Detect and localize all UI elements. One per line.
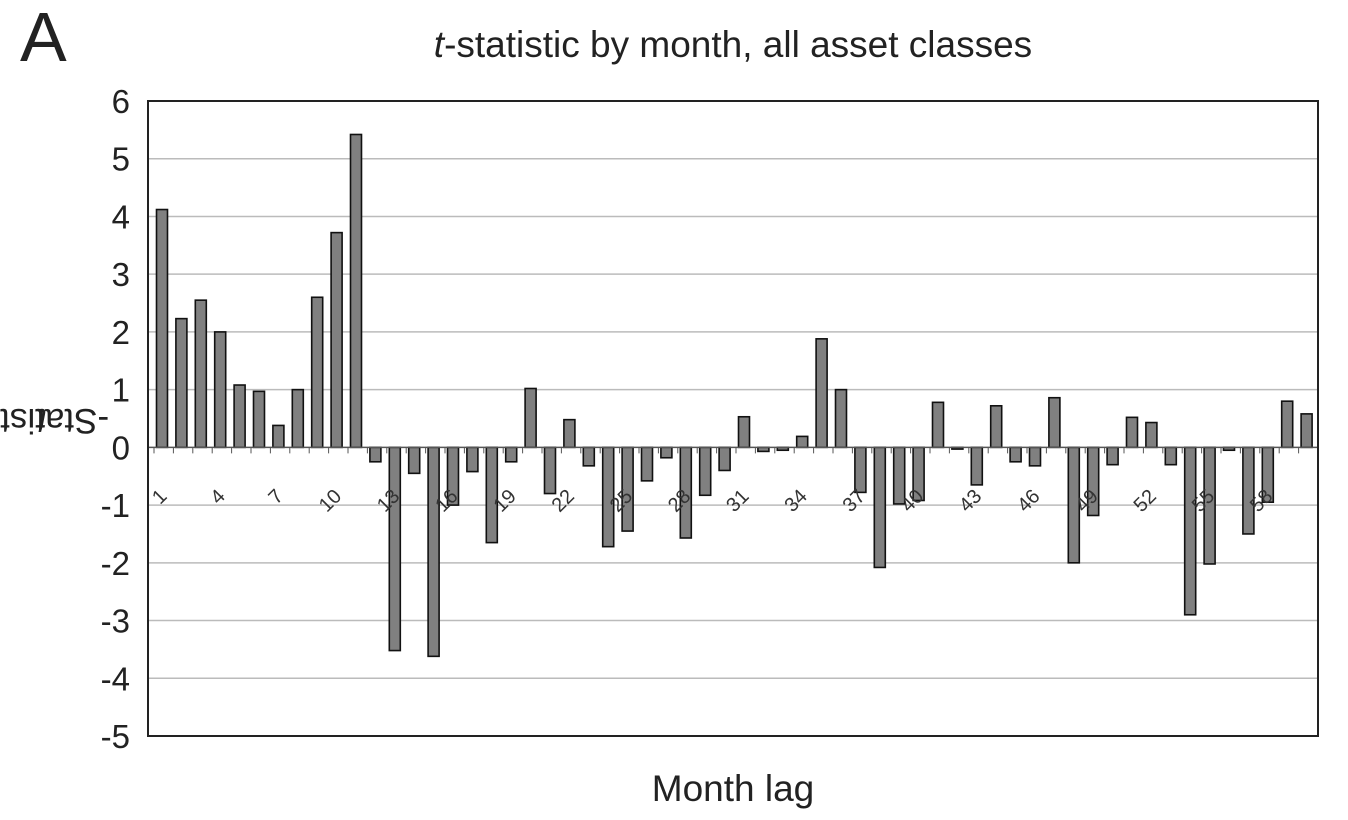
bar-month-12 [369,446,382,463]
bar-month-34 [795,435,809,449]
bar-month-11 [349,133,363,449]
bar-month-14 [407,446,421,475]
bar-month-27 [660,446,673,459]
bar-month-53 [1164,446,1178,466]
bar-month-1 [155,208,169,449]
y-tick-label: 3 [112,256,130,293]
plot-frame [147,100,1319,737]
bar-month-60 [1300,413,1313,449]
chart-title: t-statistic by month, all asset classes [148,24,1318,66]
bar-month-26 [640,446,654,482]
bar-month-38 [873,446,887,569]
bar-month-17 [466,446,479,473]
bar-month-20 [524,387,537,449]
bar-month-54 [1183,446,1197,616]
bar-month-57 [1242,446,1255,535]
bar-month-46 [1028,446,1042,467]
x-tick-labels: 1 4 7 10 13 16 19 22 25 28 31 34 37 40 43 46 49 52 55 58 [148,485,1277,516]
bar-month-43 [970,446,984,486]
bar-month-13 [388,446,402,652]
bar-month-23 [582,446,596,467]
bar-month-15 [427,446,440,658]
bar-month-47 [1048,396,1061,449]
y-tick-label: 5 [112,141,130,178]
bar-month-37 [854,446,867,494]
zero-axis [148,446,1319,454]
bar-month-9 [310,296,324,449]
bar-month-7 [272,424,285,449]
bar-month-52 [1145,421,1158,449]
x-tick-label: 43 [955,485,986,516]
y-tick-label: -5 [101,718,130,755]
y-tick-labels: 6 5 4 3 2 1 0 -1 -2 -3 -4 -5 [101,83,130,755]
bar-month-45 [1009,446,1022,463]
bar-month-30 [718,446,731,472]
bar-month-35 [815,338,828,449]
y-tick-label: 4 [112,198,130,235]
bar-month-4 [213,331,227,449]
y-tick-label: -3 [101,603,130,640]
chart-title-rest: -statistic by month, all asset classes [444,24,1033,65]
x-tick-label: 52 [1130,485,1161,516]
bar-month-21 [543,446,557,495]
x-tick-label: 34 [780,485,811,516]
bar-month-6 [252,390,266,449]
y-tick-label: 2 [112,314,130,351]
y-tick-label: -1 [101,487,130,524]
bar-month-51 [1125,416,1139,449]
y-tick-label: -2 [101,545,130,582]
chart-title-italic: t [433,24,445,65]
bar-month-22 [563,418,576,449]
x-axis-label: Month lag [651,768,815,809]
x-tick-label: 31 [722,485,753,516]
bar-month-10 [330,231,343,449]
panel-letter: A [20,0,67,76]
bar-month-41 [931,401,945,449]
y-tick-label: 0 [112,429,130,466]
bar-month-2 [175,317,188,449]
bars [155,133,1313,658]
bar-month-5 [233,384,246,449]
bar-month-29 [698,446,712,497]
bar-month-44 [989,404,1003,449]
bar-month-36 [834,388,848,449]
bar-month-8 [291,388,305,449]
y-tick-label: 6 [112,83,130,120]
bar-month-19 [504,446,518,463]
x-tick-label: 10 [315,485,346,516]
bar-month-59 [1280,400,1294,449]
bar-month-3 [194,299,208,449]
bar-month-31 [737,415,751,449]
y-tick-label: -4 [101,660,130,697]
bar-month-50 [1106,446,1119,466]
x-tick-label: 46 [1013,485,1044,516]
y-tick-label: 1 [112,372,130,409]
